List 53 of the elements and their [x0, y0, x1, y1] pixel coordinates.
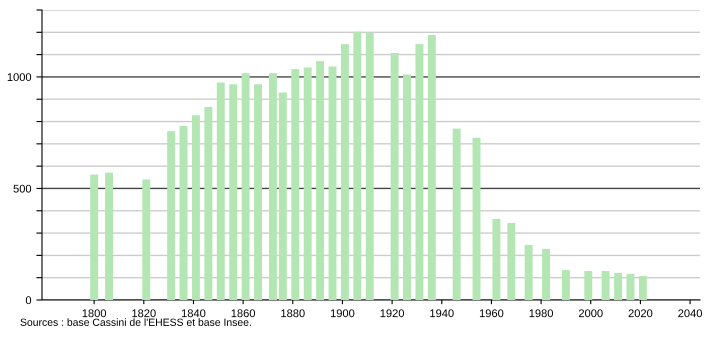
- x-tick-label: 2000: [578, 309, 603, 318]
- bar: [524, 244, 533, 300]
- bar: [507, 223, 516, 300]
- bar: [90, 174, 98, 300]
- bar: [452, 128, 461, 300]
- bar: [614, 273, 622, 300]
- bar: [390, 53, 399, 300]
- bar: [229, 84, 238, 300]
- bar: [204, 107, 212, 300]
- y-tick-label: 1000: [8, 73, 32, 82]
- y-tick-label: 500: [13, 184, 32, 193]
- x-tick-label: 2020: [628, 309, 652, 318]
- bar: [562, 270, 570, 300]
- x-tick-label: 1920: [380, 309, 404, 318]
- bar: [142, 180, 150, 300]
- bar: [328, 66, 336, 300]
- bar: [602, 271, 610, 300]
- bar: [192, 115, 200, 300]
- bar: [415, 44, 424, 300]
- bar: [316, 61, 324, 300]
- bar: [472, 138, 480, 300]
- bar: [304, 68, 312, 300]
- bar: [428, 34, 436, 300]
- bar: [278, 92, 287, 300]
- bar: [216, 82, 225, 300]
- bar: [242, 73, 250, 300]
- bar: [626, 274, 634, 300]
- bar: [492, 219, 500, 300]
- x-tick-label: 1960: [480, 309, 504, 318]
- x-tick-label: 1900: [330, 309, 354, 318]
- bar: [366, 32, 374, 300]
- x-tick-label: 1880: [281, 309, 305, 318]
- bar: [340, 44, 349, 300]
- x-tick-label: 1840: [182, 309, 206, 318]
- x-tick-label: 1940: [430, 309, 454, 318]
- bar: [105, 172, 114, 300]
- bar: [254, 84, 262, 300]
- x-tick-label: 1980: [530, 309, 554, 318]
- bar: [584, 271, 592, 300]
- x-tick-label: 1820: [132, 309, 156, 318]
- bar: [638, 276, 647, 300]
- bar: [268, 73, 277, 300]
- x-tick-label: 1800: [82, 309, 106, 318]
- bar: [180, 126, 188, 300]
- bar: [542, 248, 550, 300]
- bar: [353, 31, 362, 300]
- bar: [291, 69, 300, 300]
- y-tick-label: 0: [26, 296, 32, 304]
- bar: [403, 74, 411, 300]
- source-note: Sources : base Cassini de l'EHESS et base Insee.: [20, 318, 251, 326]
- bar: [167, 131, 176, 300]
- x-tick-label: 2040: [678, 309, 702, 318]
- x-tick-label: 1860: [232, 309, 256, 318]
